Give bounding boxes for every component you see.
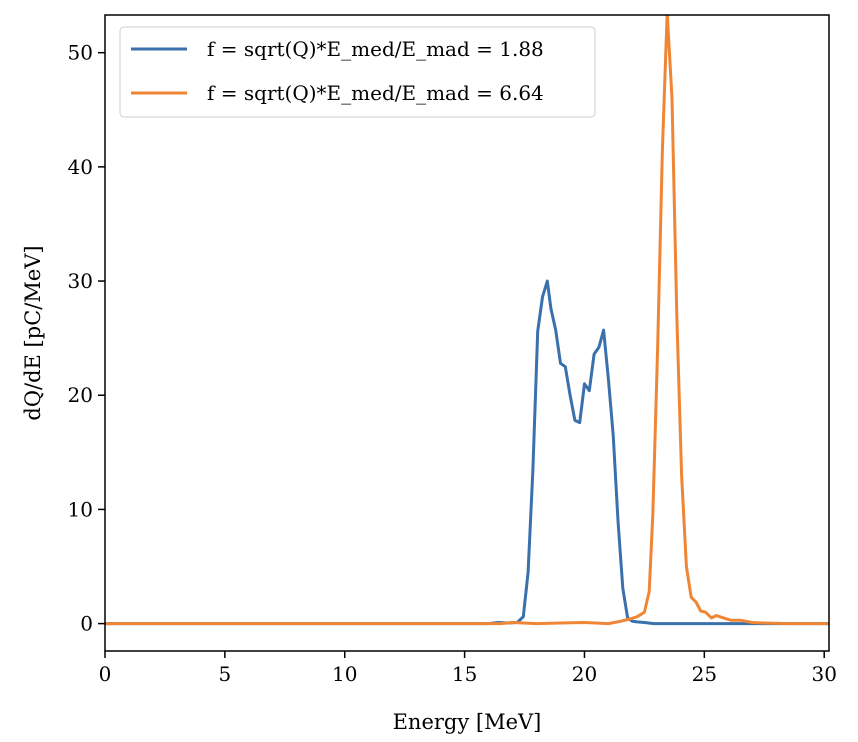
x-tick-label: 30 — [811, 662, 836, 686]
legend: f = sqrt(Q)*E_med/E_mad = 1.88 f = sqrt(… — [119, 26, 596, 118]
x-tick-label: 5 — [219, 662, 232, 686]
x-axis: 0 5 10 15 20 25 30 — [99, 651, 837, 686]
y-axis: 0 10 20 30 40 50 — [68, 41, 105, 636]
legend-label-series-1: f = sqrt(Q)*E_med/E_mad = 1.88 — [207, 37, 544, 61]
x-tick-label: 15 — [452, 662, 477, 686]
x-tick-label: 20 — [572, 662, 597, 686]
y-tick-label: 40 — [68, 155, 93, 179]
y-tick-label: 30 — [68, 269, 93, 293]
series-line-1 — [105, 279, 829, 626]
legend-label-series-2: f = sqrt(Q)*E_med/E_mad = 6.64 — [207, 81, 544, 105]
y-tick-label: 50 — [68, 41, 93, 65]
plot-frame — [104, 14, 830, 652]
y-tick-label: 0 — [80, 612, 93, 636]
y-tick-label: 10 — [68, 497, 93, 521]
y-axis-label: dQ/dE [pC/MeV] — [21, 245, 45, 420]
x-tick-label: 10 — [332, 662, 357, 686]
series-line-2 — [105, 15, 829, 626]
x-tick-label: 25 — [692, 662, 717, 686]
series-lines — [105, 15, 829, 626]
y-tick-label: 20 — [68, 383, 93, 407]
x-axis-label: Energy [MeV] — [393, 710, 542, 734]
legend-box — [119, 26, 596, 118]
x-tick-label: 0 — [99, 662, 112, 686]
